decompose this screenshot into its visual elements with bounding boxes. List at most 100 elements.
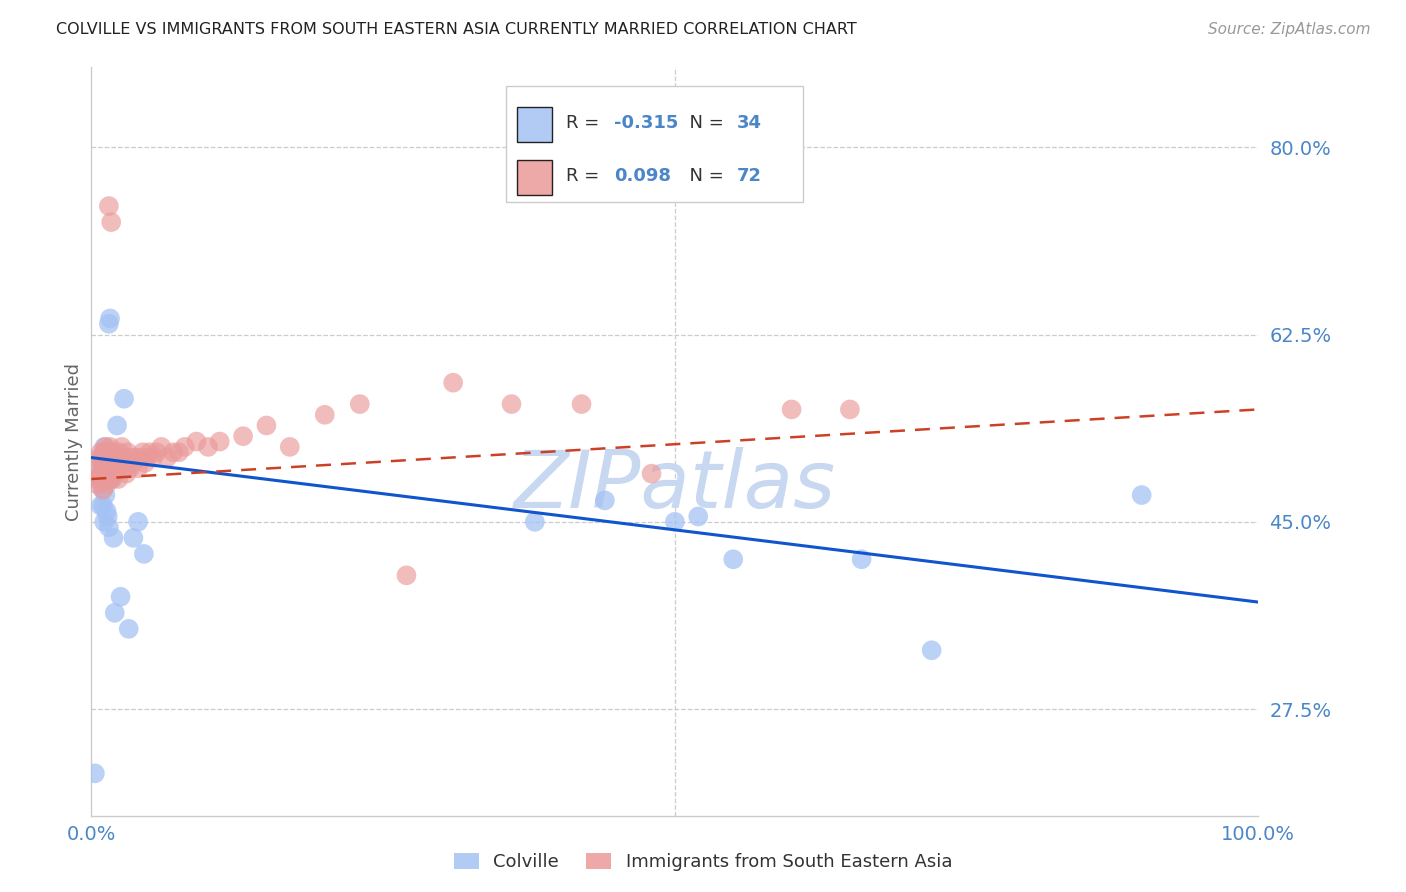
Point [97, 461, 120, 475]
Point [142, 450, 165, 465]
Point [117, 445, 139, 459]
Point [104, 450, 127, 465]
Point [90, 461, 112, 475]
Point [97, 199, 120, 213]
Point [134, 456, 156, 470]
Point [89, 472, 111, 486]
Point [122, 456, 145, 470]
Point [91, 450, 114, 465]
Text: R =: R = [567, 167, 606, 186]
Point [90, 450, 112, 465]
Point [105, 461, 128, 475]
Point [104, 445, 127, 459]
Point [108, 445, 131, 459]
Point [98, 311, 121, 326]
Point [91, 483, 114, 497]
Point [156, 450, 179, 465]
Point [93, 461, 115, 475]
Point [150, 440, 173, 454]
Text: 34: 34 [737, 114, 762, 132]
Point [97, 445, 120, 459]
Point [100, 450, 122, 465]
Point [96, 450, 118, 465]
Point [838, 402, 860, 417]
Point [132, 445, 155, 459]
Point [110, 590, 132, 604]
Point [921, 643, 943, 657]
Point [132, 547, 155, 561]
Point [232, 429, 254, 443]
Text: N =: N = [678, 167, 730, 186]
Text: -0.315: -0.315 [614, 114, 679, 132]
Point [208, 434, 231, 449]
Point [110, 456, 132, 470]
Y-axis label: Currently Married: Currently Married [65, 362, 83, 521]
FancyBboxPatch shape [506, 86, 803, 202]
Point [83, 766, 105, 780]
Point [93, 440, 115, 454]
Point [167, 445, 190, 459]
Point [100, 472, 122, 486]
Point [90, 445, 112, 459]
Point [94, 440, 117, 454]
FancyBboxPatch shape [517, 107, 553, 142]
Point [136, 450, 159, 465]
Point [723, 552, 745, 566]
Point [127, 515, 149, 529]
Point [90, 499, 112, 513]
Point [122, 531, 145, 545]
Point [101, 472, 124, 486]
Point [314, 408, 336, 422]
Point [89, 472, 111, 486]
Point [98, 440, 121, 454]
Point [441, 376, 464, 390]
Point [278, 440, 301, 454]
Point [104, 606, 127, 620]
Point [125, 450, 148, 465]
Point [571, 397, 593, 411]
Point [87, 461, 110, 475]
Point [256, 418, 278, 433]
Point [395, 568, 418, 582]
Point [129, 450, 152, 465]
Text: 0.098: 0.098 [614, 167, 671, 186]
Point [111, 450, 134, 465]
Point [97, 509, 120, 524]
Text: COLVILLE VS IMMIGRANTS FROM SOUTH EASTERN ASIA CURRENTLY MARRIED CORRELATION CHA: COLVILLE VS IMMIGRANTS FROM SOUTH EASTER… [56, 22, 858, 37]
Point [105, 418, 128, 433]
Point [90, 467, 112, 481]
Point [118, 622, 141, 636]
Point [97, 472, 120, 486]
Point [127, 461, 149, 475]
Point [138, 445, 162, 459]
Point [100, 215, 122, 229]
Point [94, 488, 117, 502]
Point [145, 445, 167, 459]
Point [120, 450, 142, 465]
Point [501, 397, 523, 411]
Point [688, 509, 710, 524]
Point [101, 461, 124, 475]
Point [664, 515, 686, 529]
Point [98, 456, 121, 470]
Point [114, 456, 136, 470]
Point [93, 515, 115, 529]
Point [593, 493, 616, 508]
Point [523, 515, 546, 529]
Legend: Colville, Immigrants from South Eastern Asia: Colville, Immigrants from South Eastern … [446, 846, 960, 879]
Point [1130, 488, 1153, 502]
Point [118, 461, 141, 475]
Point [100, 472, 122, 486]
Text: 72: 72 [737, 167, 762, 186]
Point [197, 440, 219, 454]
Point [84, 472, 107, 486]
Point [103, 467, 125, 481]
Point [111, 440, 134, 454]
Point [96, 477, 118, 491]
Point [173, 440, 195, 454]
Point [186, 434, 208, 449]
Point [104, 456, 127, 470]
Point [94, 472, 117, 486]
Point [851, 552, 873, 566]
Point [107, 472, 129, 486]
